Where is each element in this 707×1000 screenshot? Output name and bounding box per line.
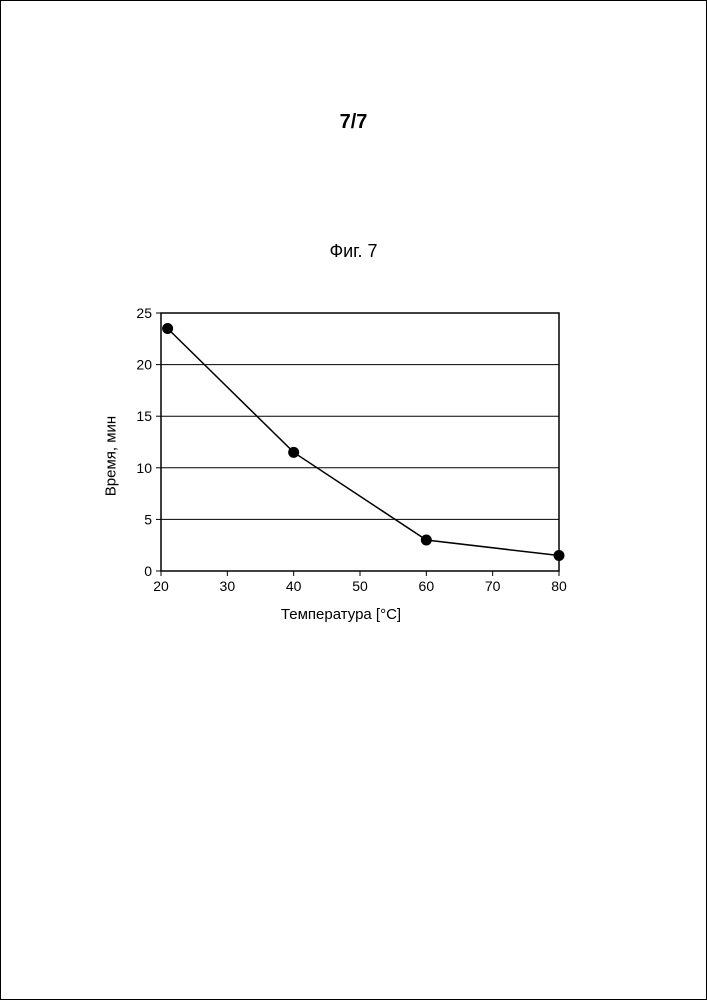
svg-text:25: 25 (136, 305, 152, 321)
svg-text:50: 50 (352, 578, 368, 594)
svg-text:80: 80 (551, 578, 567, 594)
svg-text:0: 0 (144, 563, 152, 579)
x-axis-label: Температура [°C] (111, 606, 571, 623)
chart-container: Время, мин 051015202520304050607080 Темп… (111, 301, 571, 611)
svg-text:20: 20 (136, 357, 152, 373)
svg-text:5: 5 (144, 511, 152, 527)
svg-text:60: 60 (419, 578, 435, 594)
svg-text:10: 10 (136, 460, 152, 476)
page-frame: 7/7 Фиг. 7 Время, мин 0 5 10 15 20 25 20 30 40 50… (0, 0, 707, 1000)
svg-text:15: 15 (136, 408, 152, 424)
line-chart: 0 5 10 15 20 25 20 30 40 50 60 70 80 (111, 301, 571, 611)
figure-caption: Фиг. 7 (1, 241, 706, 262)
y-axis-label: Время, мин (103, 416, 120, 496)
svg-text:30: 30 (220, 578, 236, 594)
svg-text:70: 70 (485, 578, 501, 594)
page-number: 7/7 (1, 111, 706, 134)
svg-text:20: 20 (153, 578, 169, 594)
svg-text:40: 40 (286, 578, 302, 594)
